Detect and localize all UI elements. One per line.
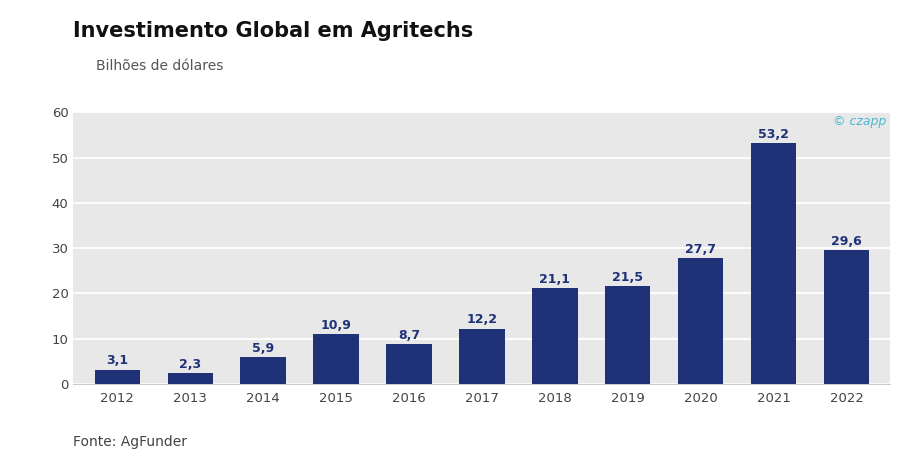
Text: 5,9: 5,9 <box>252 342 274 355</box>
Bar <box>751 143 796 384</box>
Bar <box>605 286 651 384</box>
Text: 29,6: 29,6 <box>832 234 862 248</box>
Text: 10,9: 10,9 <box>320 319 352 332</box>
Text: 2,3: 2,3 <box>179 358 201 371</box>
Text: Investimento Global em Agritechs: Investimento Global em Agritechs <box>73 21 474 41</box>
Text: Bilhões de dólares: Bilhões de dólares <box>96 58 224 73</box>
Text: Fonte: AgFunder: Fonte: AgFunder <box>73 435 187 449</box>
Bar <box>95 370 140 384</box>
Bar <box>459 329 505 384</box>
Text: 21,5: 21,5 <box>612 271 644 284</box>
Bar <box>386 344 431 384</box>
Text: 3,1: 3,1 <box>106 354 129 367</box>
Bar <box>168 373 213 384</box>
Text: 8,7: 8,7 <box>397 329 420 342</box>
Text: © czapp: © czapp <box>834 115 887 128</box>
Text: 21,1: 21,1 <box>540 273 570 286</box>
Text: 53,2: 53,2 <box>758 128 789 141</box>
Bar <box>824 250 869 384</box>
Bar <box>313 335 359 384</box>
Bar <box>678 258 723 384</box>
Bar <box>532 288 577 384</box>
Bar <box>241 357 285 384</box>
Text: 12,2: 12,2 <box>466 313 498 326</box>
Text: 27,7: 27,7 <box>686 243 716 256</box>
